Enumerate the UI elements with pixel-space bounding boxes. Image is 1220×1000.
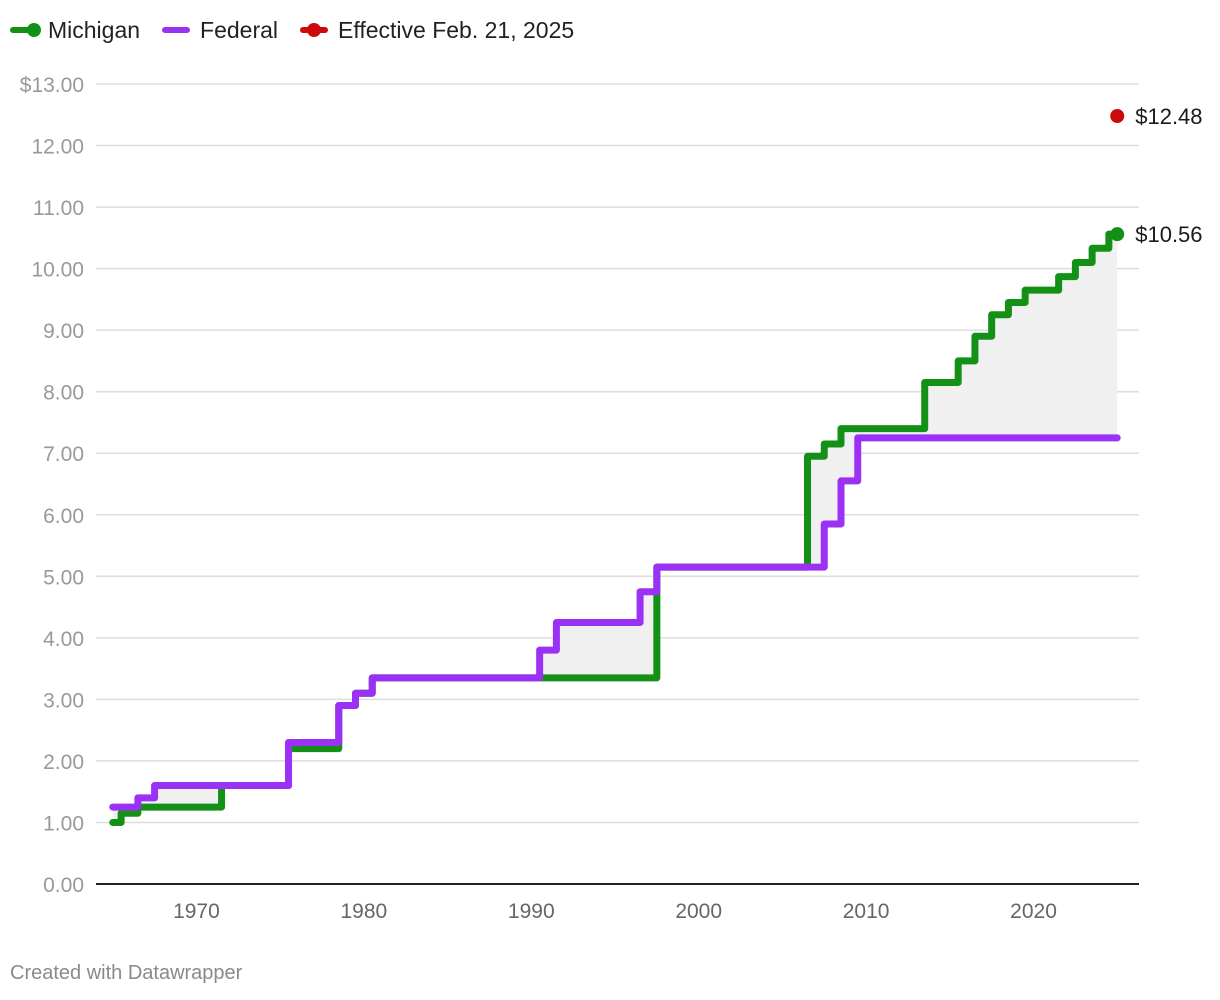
grid-layer: 0.00 1.00 2.00 3.00 4.00 5.00 6.00 7.00 8.00 9.00… bbox=[20, 74, 1139, 923]
y-tick-label: 9.00 bbox=[43, 320, 84, 343]
y-tick-label: 10.00 bbox=[31, 259, 84, 282]
x-tick-label: 2000 bbox=[675, 900, 722, 923]
effective-point bbox=[1110, 109, 1125, 123]
legend-label-michigan: Michigan bbox=[48, 16, 141, 43]
x-tick-label: 1990 bbox=[508, 900, 555, 923]
x-tick-label: 2020 bbox=[1010, 900, 1057, 923]
minimum-wage-chart: 0.00 1.00 2.00 3.00 4.00 5.00 6.00 7.00 8.00 9.00… bbox=[20, 74, 1203, 923]
legend-item-michigan[interactable]: Michigan bbox=[10, 17, 140, 44]
effective-point-label: $12.48 bbox=[1135, 104, 1202, 129]
footer-credit: Created with Datawrapper bbox=[10, 962, 243, 984]
label-layer: $10.56 $12.48 bbox=[1135, 104, 1202, 247]
effective-swatch-icon bbox=[300, 23, 329, 37]
legend-label-effective: Effective Feb. 21, 2025 bbox=[338, 16, 575, 43]
x-tick-label: 1980 bbox=[341, 900, 388, 923]
y-tick-label: 2.00 bbox=[43, 751, 84, 774]
gap-fill-layer bbox=[112, 234, 1118, 823]
y-tick-label: 7.00 bbox=[43, 443, 84, 466]
gap-area bbox=[112, 234, 1118, 823]
y-tick-label: 6.00 bbox=[43, 505, 84, 528]
series-layer bbox=[109, 109, 1125, 826]
y-tick-label: $13.00 bbox=[20, 74, 84, 97]
chart-legend: Michigan Federal Effective Feb. 21, 2025 bbox=[10, 14, 574, 46]
michigan-swatch-icon bbox=[10, 23, 41, 37]
y-tick-label: 3.00 bbox=[43, 689, 84, 712]
legend-item-effective[interactable]: Effective Feb. 21, 2025 bbox=[300, 17, 574, 44]
y-tick-label: 11.00 bbox=[33, 197, 84, 220]
y-tick-label: 8.00 bbox=[43, 382, 84, 405]
legend-label-federal: Federal bbox=[200, 16, 279, 43]
y-tick-label: 5.00 bbox=[43, 566, 84, 589]
series-line-michigan bbox=[109, 230, 1121, 826]
y-tick-label: 4.00 bbox=[43, 628, 84, 651]
y-tick-label: 12.00 bbox=[31, 136, 84, 159]
y-tick-label: 1.00 bbox=[43, 812, 84, 835]
legend-item-federal[interactable]: Federal bbox=[162, 17, 278, 44]
y-tick-label: 0.00 bbox=[43, 874, 84, 897]
series-line-federal bbox=[109, 434, 1121, 811]
x-tick-label: 2010 bbox=[843, 900, 890, 923]
michigan-end-label: $10.56 bbox=[1135, 222, 1202, 247]
x-tick-label: 1970 bbox=[173, 900, 220, 923]
michigan-endpoint bbox=[1110, 227, 1125, 242]
federal-swatch-icon bbox=[162, 27, 191, 33]
